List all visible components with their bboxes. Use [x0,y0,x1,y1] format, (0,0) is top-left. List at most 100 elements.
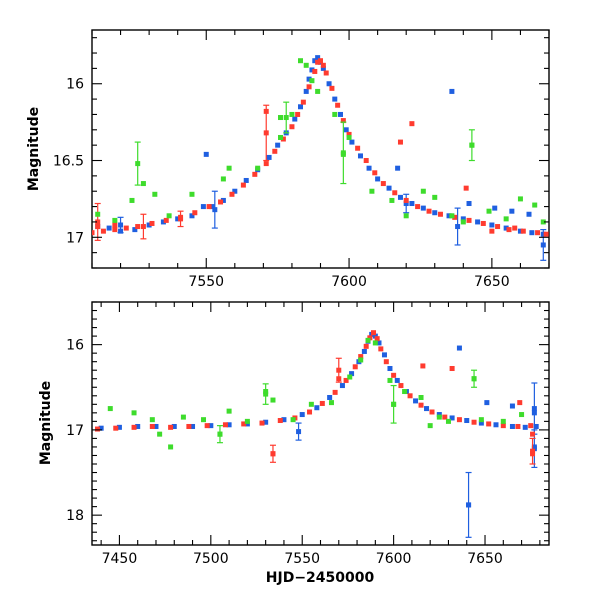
top-data-point [346,131,352,137]
top-data-point [326,81,332,87]
bottom-data-point [314,405,320,411]
top-data-point [397,194,403,200]
bottom-data-point [307,409,313,415]
top-data-point [340,151,346,157]
bottom-panel-ylabel: Magnitude [38,381,54,465]
bottom-data-point [358,354,364,360]
top-data-point [403,201,409,207]
top-data-point [298,58,304,64]
top-data-point [403,197,409,203]
bottom-data-point [270,451,276,457]
top-data-point [489,222,495,228]
top-data-point [395,165,401,171]
bottom-data-point [383,359,389,365]
bottom-data-point [484,400,490,406]
bottom-data-point [402,389,408,395]
top-data-point [189,191,195,197]
top-data-point [446,213,452,219]
top-data-point [355,145,361,151]
top-panel-ylabel: Magnitude [26,107,42,191]
bottom-data-point [308,401,314,407]
top-data-point [166,213,172,219]
bottom-data-point [208,423,214,429]
top-data-point [200,204,206,210]
top-data-point [135,224,141,230]
top-data-point [292,116,298,122]
top-data-point [357,153,363,159]
top-data-point [463,185,469,191]
top-data-point [420,205,426,211]
top-data-point [389,197,395,203]
top-data-point [480,220,486,226]
top-data-point [346,134,352,140]
top-data-point [243,177,249,183]
bottom-data-point [398,383,404,389]
bottom-data-point [442,414,448,420]
top-data-point [455,224,461,230]
top-data-point [540,231,546,237]
bottom-data-point [427,423,433,429]
top-data-point [309,78,315,84]
top-data-point [289,111,295,117]
top-data-point [226,165,232,171]
top-data-point [506,227,512,233]
top-data-point [266,154,272,160]
bottom-data-point [270,397,276,403]
bottom-data-point [352,364,358,370]
top-data-point [403,213,409,219]
bottom-data-point [519,412,525,418]
bottom-xtick-label: 7550 [284,551,320,567]
top-data-point [452,214,458,220]
bottom-xtick-label: 7600 [376,551,412,567]
top-data-point [218,199,224,205]
bottom-data-point [336,376,342,382]
top-data-point [112,222,118,228]
top-data-point [320,62,326,68]
top-xtick-label: 7600 [331,274,367,290]
top-data-point [475,219,481,225]
bottom-data-point [116,424,122,430]
top-data-point [460,219,466,225]
top-data-point [263,130,269,136]
top-data-point [492,205,498,211]
top-data-point [303,88,309,94]
bottom-data-point [533,423,539,429]
bottom-data-point [365,337,371,343]
top-data-point [495,224,501,230]
top-data-point [512,225,518,231]
top-data-point [535,230,541,236]
bottom-data-point [157,431,163,437]
top-data-point [332,96,338,102]
bottom-data-point [281,417,287,423]
top-data-point [369,188,375,194]
top-data-point [332,111,338,117]
top-xtick-label: 7550 [188,274,224,290]
top-data-point [123,225,129,231]
top-data-point [489,228,495,234]
top-data-point [335,102,341,108]
bottom-data-point [530,448,536,454]
bottom-ytick-label: 18 [66,508,84,524]
top-data-point [409,121,415,127]
bottom-xtick-label: 7450 [102,551,138,567]
top-data-point [178,214,184,220]
bottom-data-point [531,444,537,450]
bottom-data-point [296,429,302,435]
top-data-point [315,55,321,61]
top-data-point [312,58,318,64]
top-data-point [306,84,312,90]
top-data-point [275,142,281,148]
top-data-point [303,62,309,68]
bottom-data-point [445,418,451,424]
bottom-data-point [319,400,325,406]
bottom-data-point [190,423,196,429]
bottom-data-point [418,394,424,400]
bottom-data-point [226,408,232,414]
bottom-data-point [522,424,528,430]
bottom-data-point [391,372,397,378]
top-data-point [189,213,195,219]
bottom-data-point [241,421,247,427]
top-panel: 7550 7600 7650 16 16.5 17 Magnitude [26,29,550,290]
top-data-point [503,216,509,222]
